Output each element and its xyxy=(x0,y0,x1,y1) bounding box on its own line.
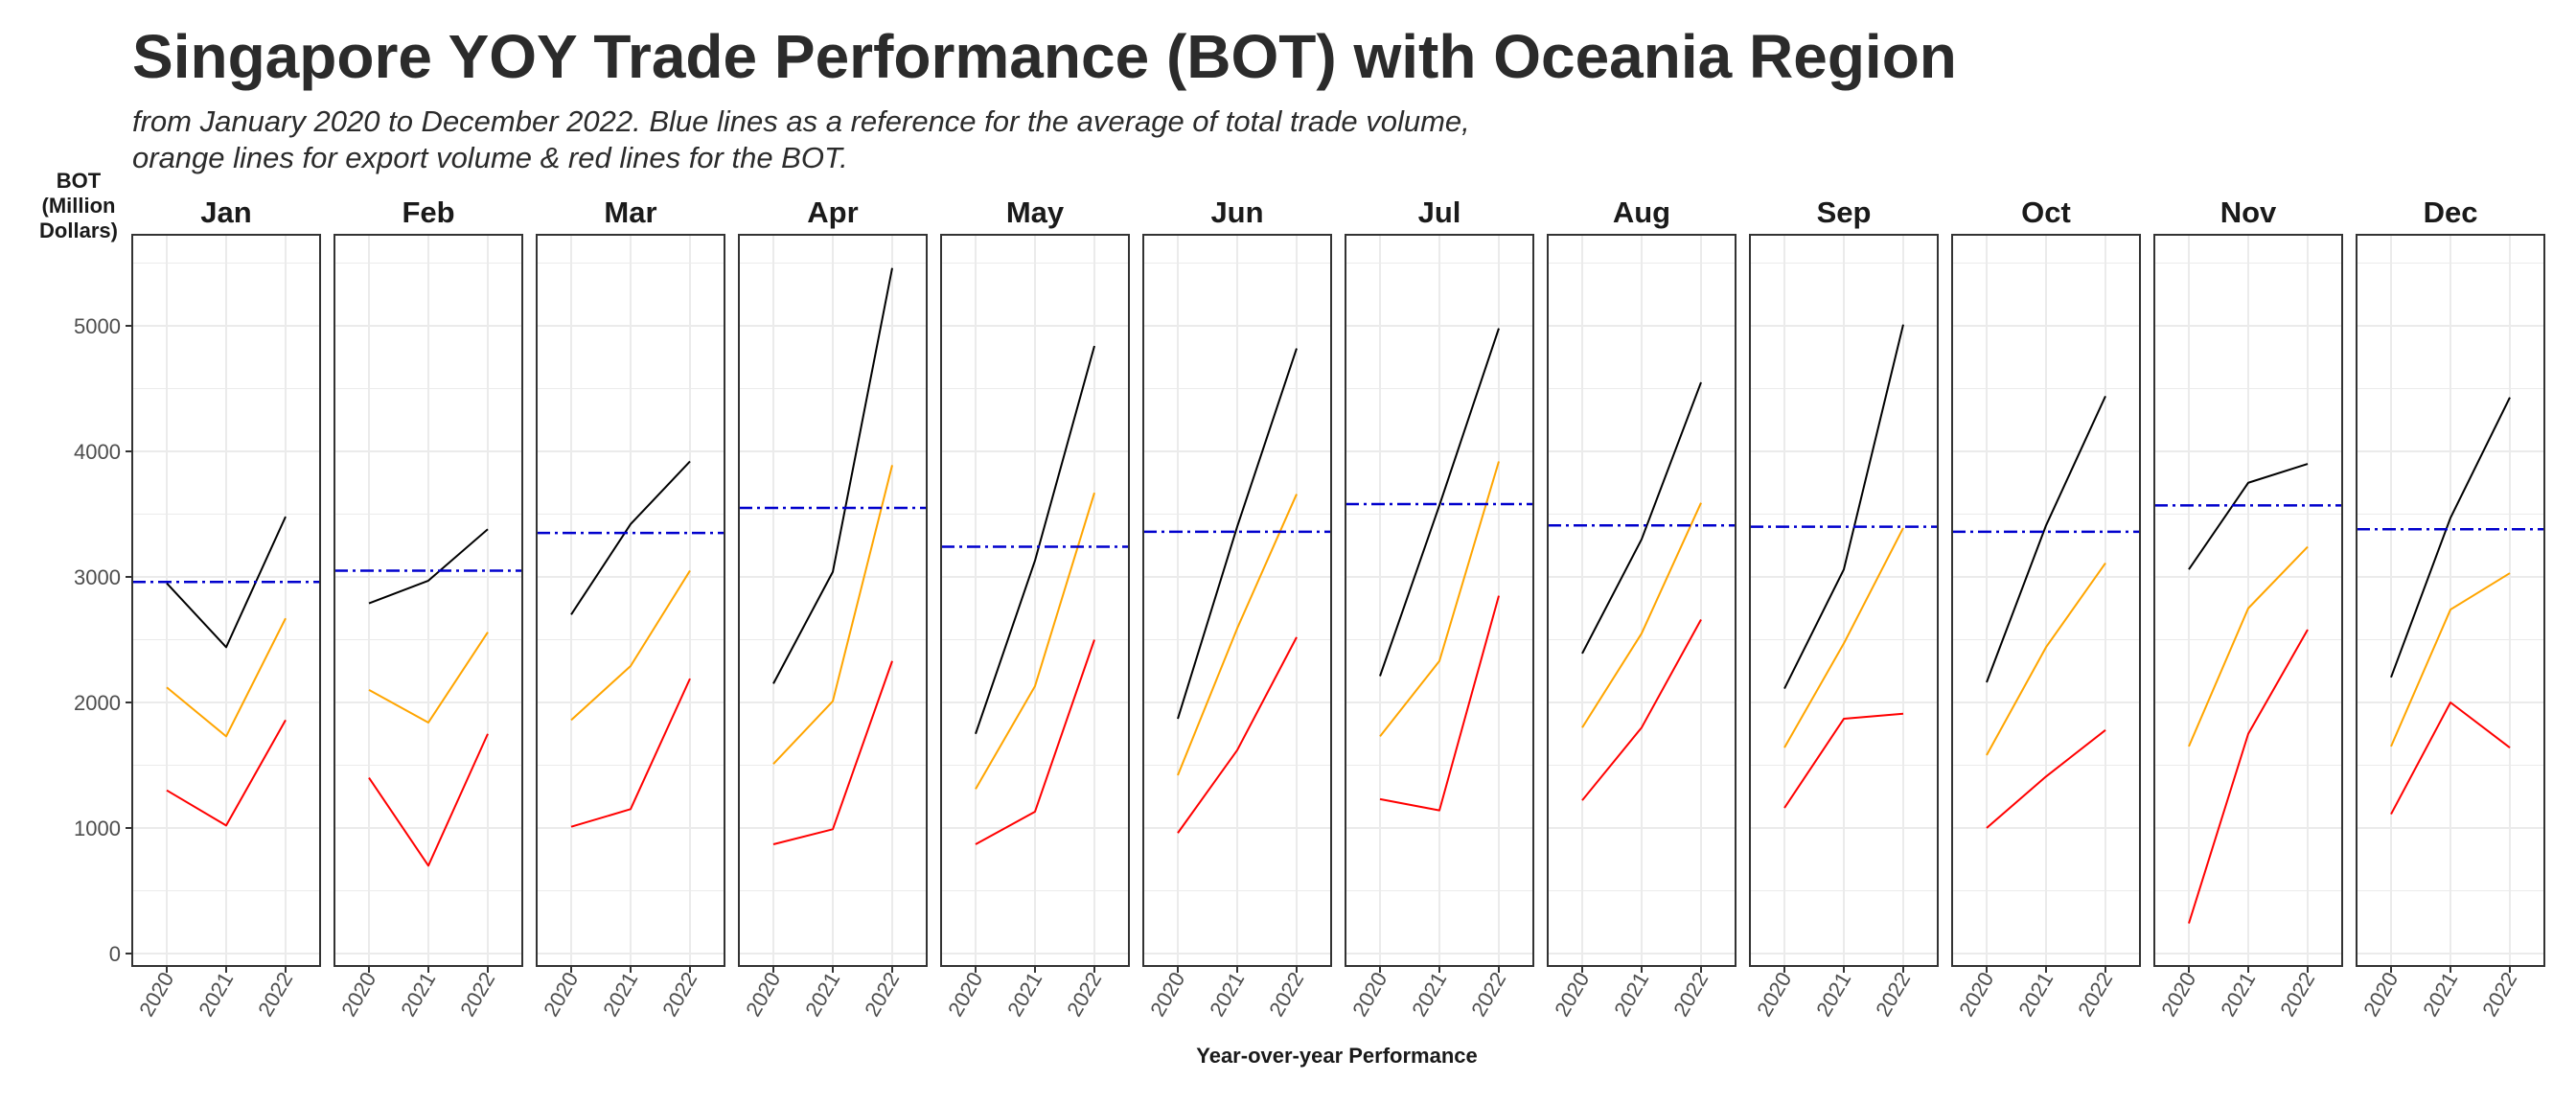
chart-subtitle: from January 2020 to December 2022. Blue… xyxy=(132,104,1470,176)
facet-label-oct: Oct xyxy=(2021,196,2071,229)
chart-subtitle-line-1: from January 2020 to December 2022. Blue… xyxy=(132,104,1470,138)
bot-line-oct xyxy=(1986,729,2106,829)
total-line-mar xyxy=(570,460,691,615)
total-line-oct xyxy=(1986,395,2106,683)
facet-label-feb: Feb xyxy=(402,196,454,229)
x-tick-label: 2022 xyxy=(1466,968,1510,1021)
x-tick-label: 2022 xyxy=(1062,968,1106,1021)
facet-label-mar: Mar xyxy=(604,196,656,229)
x-tick-label: 2020 xyxy=(1954,968,1998,1021)
x-tick-label: 2021 xyxy=(800,968,844,1021)
total-line-dec xyxy=(2390,397,2511,678)
x-tick-label: 2021 xyxy=(1609,968,1653,1021)
bot-line-sep xyxy=(1783,712,1904,809)
x-tick-label: 2021 xyxy=(1407,968,1451,1021)
export-line-nov xyxy=(2188,545,2309,748)
y-tick-label: 3000 xyxy=(74,565,121,589)
total-line-sep xyxy=(1783,324,1904,690)
facet-label-dec: Dec xyxy=(2424,196,2478,229)
x-tick-label: 2021 xyxy=(2216,968,2260,1021)
x-tick-label: 2022 xyxy=(455,968,499,1021)
y-tick-label: 4000 xyxy=(74,440,121,464)
export-line-jan xyxy=(166,617,287,738)
x-tick-label: 2021 xyxy=(1811,968,1855,1021)
x-tick-label: 2020 xyxy=(336,968,380,1021)
export-line-oct xyxy=(1986,563,2106,756)
x-tick-label: 2022 xyxy=(1264,968,1308,1021)
x-tick-label: 2021 xyxy=(2013,968,2058,1021)
export-line-feb xyxy=(368,632,489,724)
x-tick-label: 2021 xyxy=(598,968,642,1021)
bot-line-apr xyxy=(772,660,893,845)
facet-label-nov: Nov xyxy=(2220,196,2277,229)
y-tick-label: 1000 xyxy=(74,816,121,840)
facet-label-sep: Sep xyxy=(1817,196,1872,229)
total-line-feb xyxy=(368,528,489,605)
export-line-jul xyxy=(1379,461,1500,737)
export-line-jun xyxy=(1177,494,1298,776)
total-line-apr xyxy=(772,267,893,684)
facet-label-jun: Jun xyxy=(1210,196,1263,229)
y-axis-title-line: BOT xyxy=(57,169,102,193)
total-line-aug xyxy=(1581,381,1702,655)
x-tick-label: 2022 xyxy=(2073,968,2117,1021)
export-line-dec xyxy=(2390,572,2511,748)
x-tick-label: 2022 xyxy=(253,968,297,1021)
x-tick-label: 2020 xyxy=(741,968,785,1021)
bot-line-nov xyxy=(2188,629,2309,924)
export-line-may xyxy=(975,492,1095,790)
x-tick-label: 2022 xyxy=(1668,968,1713,1021)
x-tick-label: 2022 xyxy=(657,968,702,1021)
x-tick-label: 2020 xyxy=(134,968,178,1021)
facet-label-jan: Jan xyxy=(200,196,251,229)
y-axis-title-line: (Million xyxy=(42,194,116,218)
x-tick-label: 2020 xyxy=(1347,968,1392,1021)
y-axis-title-line: Dollars) xyxy=(39,218,118,242)
facet-label-may: May xyxy=(1006,196,1065,229)
x-tick-label: 2020 xyxy=(539,968,583,1021)
x-tick-label: 2020 xyxy=(2358,968,2403,1021)
facet-label-aug: Aug xyxy=(1613,196,1670,229)
export-line-mar xyxy=(570,569,691,722)
x-tick-label: 2021 xyxy=(194,968,238,1021)
export-line-aug xyxy=(1581,502,1702,728)
chart-title: Singapore YOY Trade Performance (BOT) wi… xyxy=(132,22,1957,91)
x-tick-label: 2021 xyxy=(2418,968,2462,1021)
facet-label-apr: Apr xyxy=(807,196,858,229)
bot-line-mar xyxy=(570,678,691,828)
bot-line-feb xyxy=(368,733,489,867)
x-tick-label: 2022 xyxy=(2477,968,2521,1021)
bot-line-dec xyxy=(2390,702,2511,816)
x-tick-label: 2021 xyxy=(1205,968,1249,1021)
facet-label-jul: Jul xyxy=(1418,196,1461,229)
x-tick-label: 2022 xyxy=(860,968,904,1021)
export-line-sep xyxy=(1783,527,1904,748)
x-tick-label: 2020 xyxy=(1145,968,1189,1021)
x-tick-label: 2020 xyxy=(943,968,987,1021)
bot-line-aug xyxy=(1581,619,1702,801)
total-line-jun xyxy=(1177,348,1298,720)
x-tick-label: 2020 xyxy=(2156,968,2200,1021)
x-tick-label: 2022 xyxy=(2275,968,2319,1021)
total-line-jul xyxy=(1379,328,1500,677)
x-tick-label: 2020 xyxy=(1550,968,1594,1021)
x-tick-label: 2022 xyxy=(1871,968,1915,1021)
x-tick-label: 2020 xyxy=(1752,968,1796,1021)
bot-line-jun xyxy=(1177,636,1298,834)
bot-line-may xyxy=(975,639,1095,845)
y-tick-label: 2000 xyxy=(74,691,121,715)
total-line-may xyxy=(975,345,1095,735)
bot-line-jul xyxy=(1379,595,1500,812)
y-tick-label: 5000 xyxy=(74,314,121,338)
y-tick-label: 0 xyxy=(109,942,121,966)
total-line-jan xyxy=(166,516,287,649)
x-tick-label: 2021 xyxy=(396,968,440,1021)
x-axis-title: Year-over-year Performance xyxy=(1196,1044,1478,1068)
total-line-nov xyxy=(2188,463,2309,570)
chart-subtitle-line-2: orange lines for export volume & red lin… xyxy=(132,141,848,174)
export-line-apr xyxy=(772,465,893,765)
x-tick-label: 2021 xyxy=(1002,968,1046,1021)
bot-line-jan xyxy=(166,719,287,827)
